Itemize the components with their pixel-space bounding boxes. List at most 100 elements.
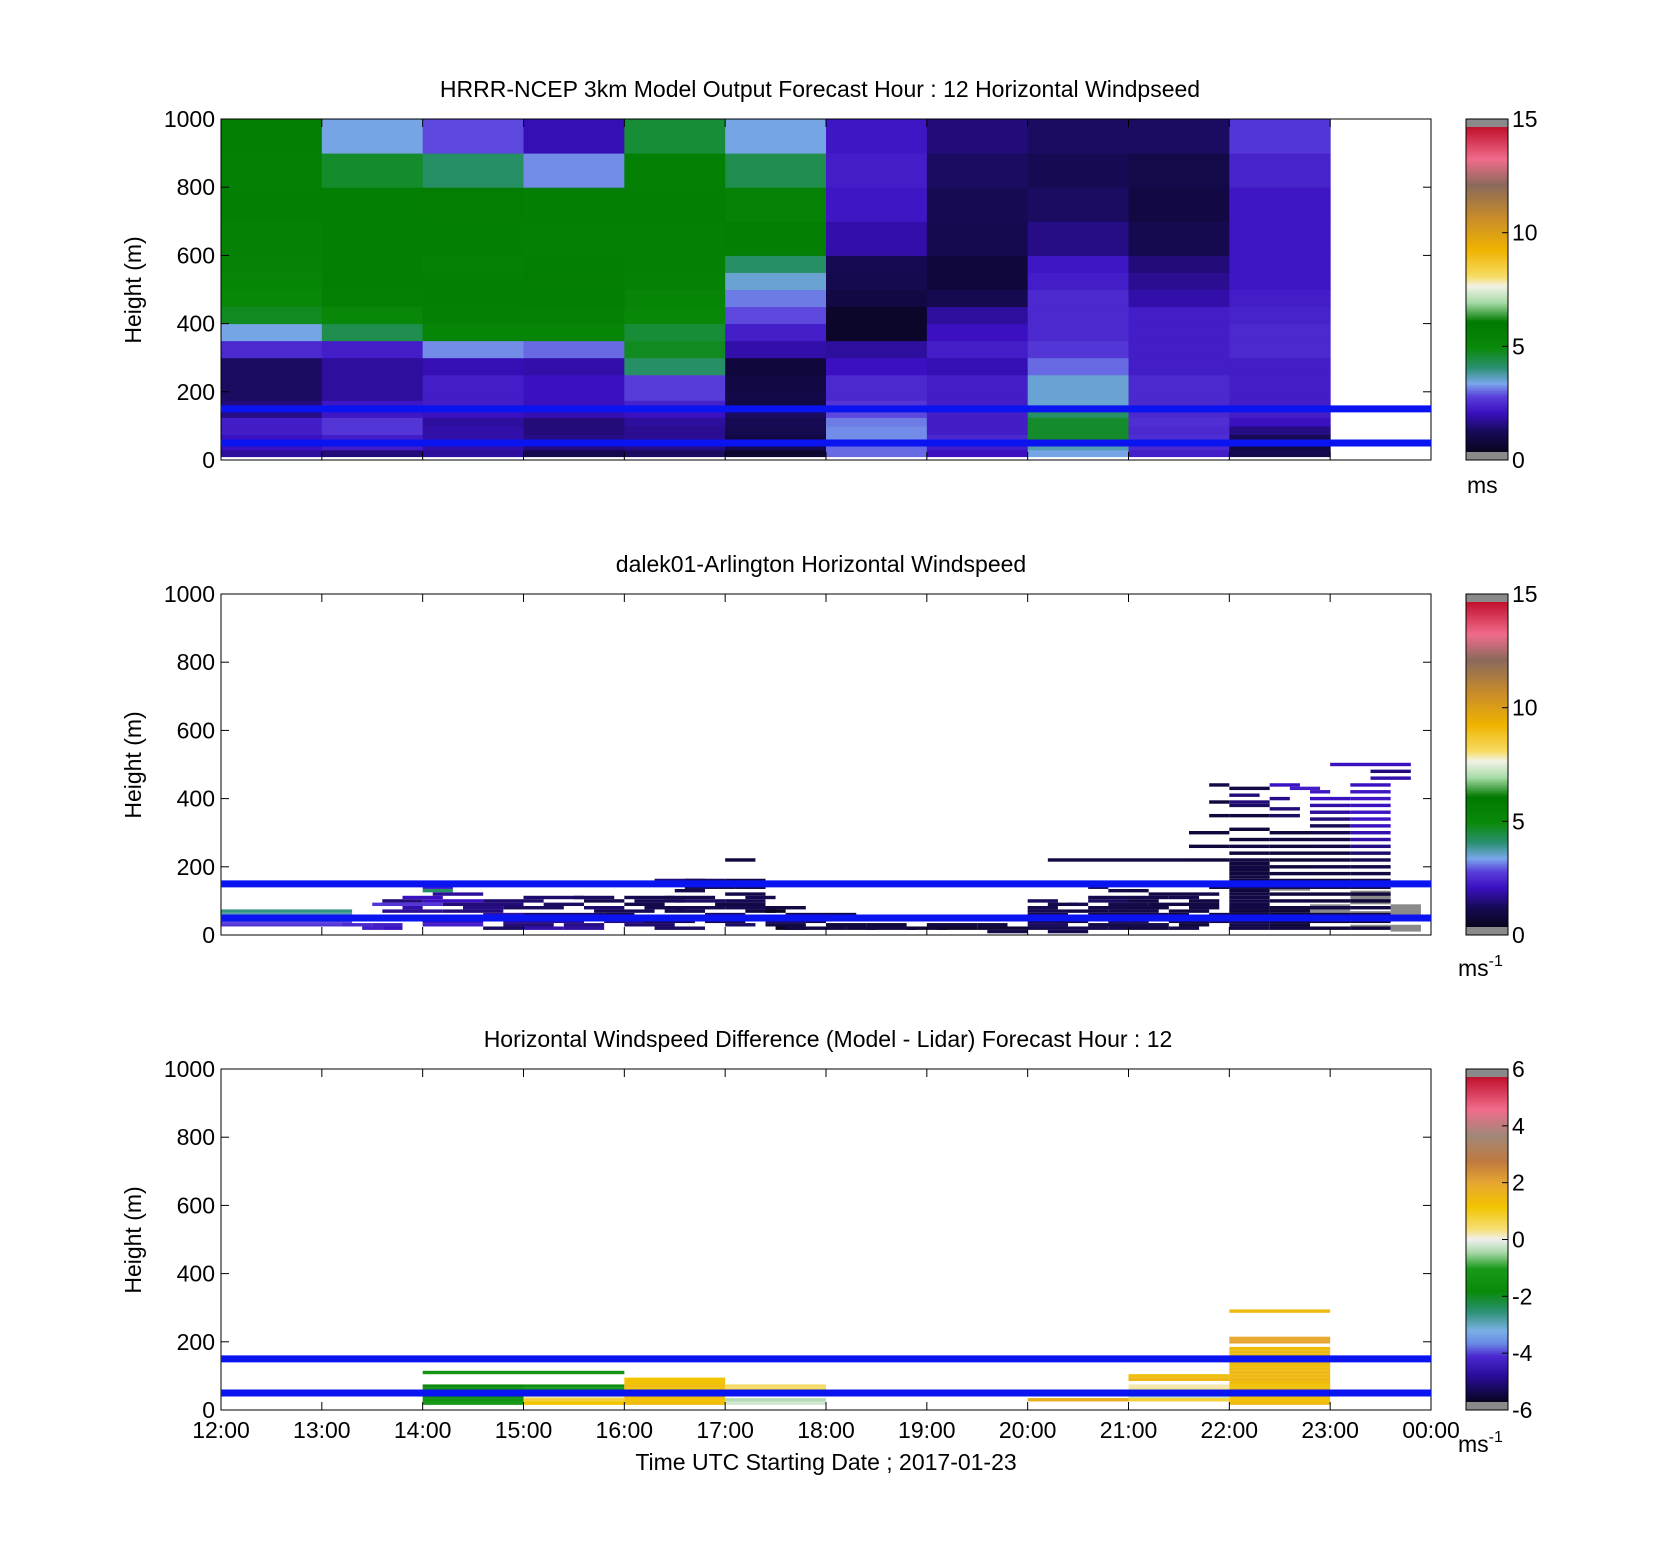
colorbar-frame — [1465, 593, 1509, 936]
lidar-cell — [1168, 909, 1210, 913]
lidar-cell — [765, 923, 806, 927]
lidar-cell — [1229, 923, 1270, 927]
colorbar-swatch — [1466, 389, 1508, 392]
colorbar-swatch — [1466, 774, 1508, 778]
colorbar-tick-label: 15 — [1512, 106, 1538, 132]
colorbar-swatch — [1466, 1180, 1508, 1184]
colorbar-swatch — [1466, 1237, 1508, 1241]
model-cell — [523, 417, 625, 427]
colorbar-swatch — [1466, 1239, 1508, 1243]
colorbar-swatch — [1466, 328, 1508, 331]
colorbar-swatch — [1466, 354, 1508, 358]
colorbar-swatch — [1466, 1154, 1508, 1157]
model-cell — [221, 425, 323, 435]
model-cell — [926, 323, 1029, 342]
lidar-cell — [1229, 902, 1270, 907]
colorbar-swatch — [1466, 1204, 1508, 1208]
model-cell — [422, 357, 524, 376]
colorbar-swatch — [1466, 703, 1508, 707]
model-cell — [725, 374, 827, 393]
colorbar-swatch — [1466, 257, 1508, 260]
panel-lidar-ylabel: Height (m) — [120, 711, 146, 818]
colorbar-swatch — [1466, 299, 1508, 303]
lidar-cell — [1269, 892, 1310, 896]
model-cell — [1128, 408, 1230, 418]
lidar-cell — [1229, 858, 1270, 862]
lidar-cell — [1068, 926, 1109, 930]
colorbar-swatch — [1466, 815, 1508, 818]
colorbar-swatch — [1466, 878, 1508, 881]
colorbar-swatch — [1466, 1209, 1508, 1212]
lidar-cell — [1189, 892, 1220, 896]
colorbar-cap-bottom — [1466, 452, 1508, 460]
colorbar-swatch — [1466, 701, 1508, 705]
colorbar-swatch — [1466, 1233, 1508, 1237]
colorbar-swatch — [1466, 760, 1508, 764]
colorbar-swatch — [1466, 332, 1508, 335]
colorbar-swatch — [1466, 342, 1508, 345]
panel-model-title: HRRR-NCEP 3km Model Output Forecast Hour… — [440, 76, 1200, 102]
colorbar-swatch — [1466, 165, 1508, 169]
colorbar-swatch — [1466, 821, 1508, 825]
colorbar-swatch — [1466, 1255, 1508, 1259]
lidar-cell — [725, 906, 776, 910]
colorbar-swatch — [1466, 805, 1508, 808]
model-cell — [926, 357, 1029, 376]
model-cell — [523, 289, 625, 308]
colorbar-swatch — [1466, 1207, 1508, 1210]
colorbar-swatch — [1466, 1332, 1508, 1336]
colorbar-swatch — [1466, 244, 1508, 248]
colorbar-swatch — [1466, 167, 1508, 171]
colorbar-swatch — [1466, 1105, 1508, 1109]
difference-cell — [422, 1398, 524, 1402]
lidar-cell — [362, 926, 383, 930]
panel-difference-colorbar-unit: ms-1 — [1458, 1429, 1503, 1457]
colorbar-swatch — [1466, 1294, 1508, 1297]
model-cell — [1229, 449, 1331, 458]
colorbar-swatch — [1466, 183, 1508, 187]
lidar-cell — [1350, 858, 1391, 862]
lidar-cell — [1310, 810, 1351, 814]
colorbar-swatch — [1466, 786, 1508, 790]
colorbar-swatch — [1466, 177, 1508, 181]
lidar-cell — [1047, 858, 1189, 862]
colorbar-swatch — [1466, 904, 1508, 908]
model-cell — [221, 400, 323, 410]
lidar-cell — [221, 909, 353, 913]
colorbar-swatch — [1466, 729, 1508, 733]
colorbar-swatch — [1466, 705, 1508, 709]
panel-difference-unit-exp: -1 — [1489, 1429, 1503, 1446]
model-cell — [1229, 306, 1331, 325]
colorbar-swatch — [1466, 910, 1508, 914]
lidar-cell — [1189, 899, 1220, 903]
model-cell — [826, 153, 928, 188]
colorbar-swatch — [1466, 322, 1508, 325]
difference-cell — [523, 1384, 625, 1388]
model-cell — [321, 153, 424, 188]
model-cell — [1229, 408, 1331, 418]
difference-cell — [1229, 1381, 1331, 1385]
lidar-cell — [1330, 762, 1411, 767]
lidar-cell — [1229, 871, 1270, 876]
model-cell — [221, 323, 323, 342]
model-cell — [1027, 408, 1129, 418]
colorbar-swatch — [1466, 874, 1508, 877]
colorbar-swatch — [1466, 378, 1508, 382]
lidar-cell — [1229, 844, 1270, 849]
colorbar-swatch — [1466, 669, 1508, 672]
lidar-cell — [1229, 851, 1270, 855]
colorbar-swatch — [1466, 652, 1508, 656]
colorbar-swatch — [1466, 1091, 1508, 1094]
lidar-cell — [1178, 923, 1210, 927]
colorbar-swatch — [1466, 1137, 1508, 1141]
model-cell — [1027, 153, 1129, 188]
colorbar-swatch — [1466, 133, 1508, 136]
model-cell — [725, 408, 827, 418]
lidar-cell — [402, 906, 423, 910]
colorbar-swatch — [1466, 695, 1508, 699]
colorbar-swatch — [1466, 1113, 1508, 1117]
colorbar-tick-label: 10 — [1512, 695, 1538, 721]
colorbar-tick-label: 0 — [1512, 922, 1525, 948]
colorbar-swatch — [1466, 713, 1508, 717]
colorbar-swatch — [1466, 1290, 1508, 1293]
